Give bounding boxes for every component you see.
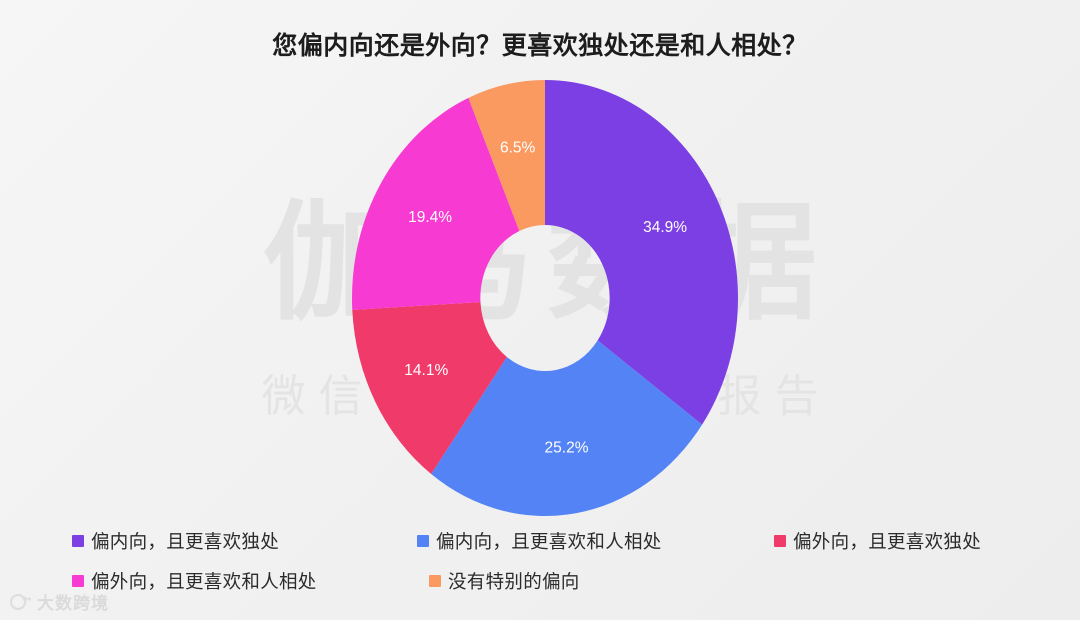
legend-swatch-icon	[72, 535, 84, 547]
legend-item-3[interactable]: 偏外向，且更喜欢和人相处	[72, 568, 429, 594]
legend-item-2[interactable]: 偏外向，且更喜欢独处	[774, 528, 981, 554]
circle-logo-icon	[10, 593, 31, 610]
slice-value-label: 34.9%	[643, 219, 687, 236]
donut-slice[interactable]	[352, 302, 507, 475]
slice-value-label: 6.5%	[500, 140, 536, 157]
donut-slice[interactable]	[352, 97, 520, 310]
legend: 偏内向，且更喜欢独处 偏内向，且更喜欢和人相处 偏外向，且更喜欢独处 偏外向，且…	[72, 528, 1032, 608]
slice-value-label: 19.4%	[408, 209, 452, 226]
page-title: 您偏内向还是外向？更喜欢独处还是和人相处？	[272, 32, 808, 60]
legend-item-1[interactable]: 偏内向，且更喜欢和人相处	[417, 528, 774, 554]
legend-item-0[interactable]: 偏内向，且更喜欢独处	[72, 528, 417, 554]
corner-watermark-logo: 大数跨境	[10, 589, 109, 614]
donut-slice-labels: 34.9% 25.2% 14.1% 19.4% 6.5%	[404, 140, 687, 457]
legend-label: 偏内向，且更喜欢和人相处	[436, 531, 662, 552]
donut-svg: 34.9% 25.2% 14.1% 19.4% 6.5%	[352, 80, 738, 516]
slice-value-label: 14.1%	[404, 362, 448, 379]
legend-swatch-icon	[72, 575, 84, 587]
legend-row: 偏内向，且更喜欢独处 偏内向，且更喜欢和人相处 偏外向，且更喜欢独处	[72, 528, 1032, 568]
slice-value-label: 25.2%	[545, 440, 589, 457]
legend-swatch-icon	[774, 535, 786, 547]
legend-label: 没有特别的偏向	[448, 571, 580, 592]
donut-slice[interactable]	[431, 340, 703, 516]
legend-row: 偏外向，且更喜欢和人相处 没有特别的偏向	[72, 568, 1032, 608]
legend-label: 偏外向，且更喜欢独处	[793, 531, 982, 552]
legend-item-4[interactable]: 没有特别的偏向	[429, 568, 580, 594]
legend-label: 偏外向，且更喜欢和人相处	[91, 571, 317, 592]
legend-swatch-icon	[429, 575, 441, 587]
legend-label: 偏内向，且更喜欢独处	[91, 531, 280, 552]
donut-chart: 34.9% 25.2% 14.1% 19.4% 6.5%	[350, 78, 740, 518]
legend-swatch-icon	[417, 535, 429, 547]
donut-slice[interactable]	[468, 80, 545, 231]
donut-slice[interactable]	[545, 80, 738, 425]
donut-slices	[352, 80, 738, 516]
corner-watermark-text: 大数跨境	[37, 594, 109, 613]
